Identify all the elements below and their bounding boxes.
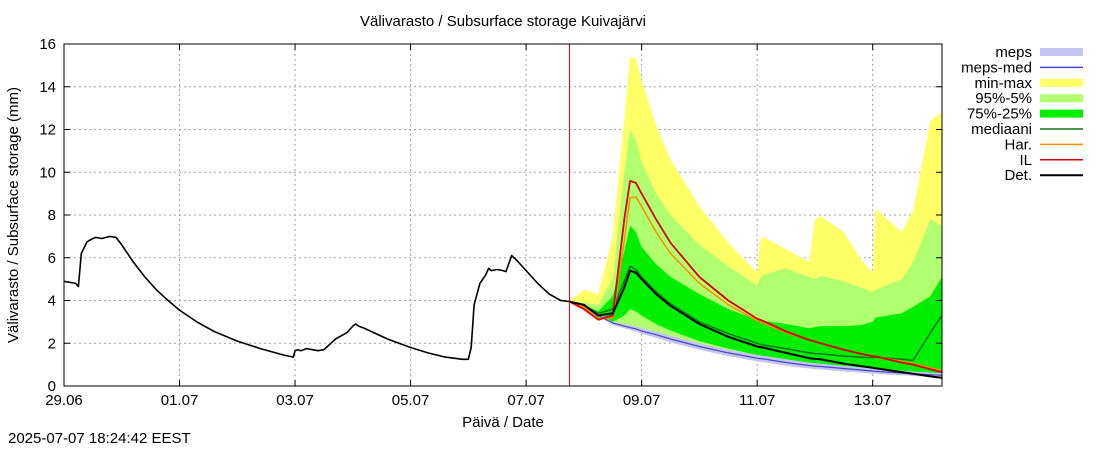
y-tick-label: 12 [39,122,56,139]
y-axis-label: Välivarasto / Subsurface storage (mm) [5,87,22,343]
axes: 29.06 01.07 03.07 05.07 07.07 09.07 11.07 13.07… [39,36,943,409]
series-observed [63,235,570,361]
legend-label-median: mediaani [971,121,1032,138]
series-lines [63,44,943,386]
legend-swatch-p75_25 [1040,109,1083,118]
series-mediaani [569,265,943,362]
series-il [568,179,943,373]
legend-label-il: IL [1019,152,1032,169]
series-det [569,269,943,379]
chart-title: Välivarasto / Subsurface storage Kuivajä… [360,13,646,30]
y-tick-label: 10 [39,164,56,181]
x-tick-label: 11.07 [739,392,775,409]
legend-label-minmax: min-max [974,75,1032,92]
y-tick-label: 0 [48,378,56,395]
legend-swatch-minmax [1040,78,1083,87]
y-tick-label: 2 [48,335,56,352]
legend-swatch-p95_5 [1040,94,1083,103]
y-tick-label: 6 [48,250,56,267]
x-tick-label: 07.07 [507,392,545,409]
legend-label-p95_5: 95%-5% [975,90,1032,107]
y-tick-label: 8 [48,207,56,224]
legend-label-meps: meps [995,44,1032,61]
legend: mepsmeps-medmin-max95%-5%75%-25%mediaani… [961,44,1083,184]
x-tick-label: 03.07 [276,392,314,409]
x-tick-label: 05.07 [392,392,430,409]
y-tick-label: 4 [48,293,56,310]
x-axis-label: Päivä / Date [462,414,544,430]
chart-svg: 29.06 01.07 03.07 05.07 07.07 09.07 11.07 13.07… [5,13,1083,430]
band-75-25 [569,225,942,375]
legend-label-p75_25: 75%-25% [967,106,1032,123]
legend-label-det: Det. [1004,167,1032,184]
y-tick-label: 14 [39,79,56,96]
y-tick-label: 16 [39,36,56,53]
x-tick-label: 09.07 [623,392,661,409]
series-meps-med [569,301,943,376]
timestamp: 2025-07-07 18:24:42 EEST [8,430,191,447]
x-tick-label: 29.06 [45,392,83,409]
legend-swatch-meps [1040,48,1083,56]
legend-label-har: Har. [1004,136,1032,153]
x-tick-label: 13.07 [854,392,892,409]
x-tick-label: 01.07 [161,392,199,409]
legend-label-meps_med: meps-med [961,59,1032,76]
